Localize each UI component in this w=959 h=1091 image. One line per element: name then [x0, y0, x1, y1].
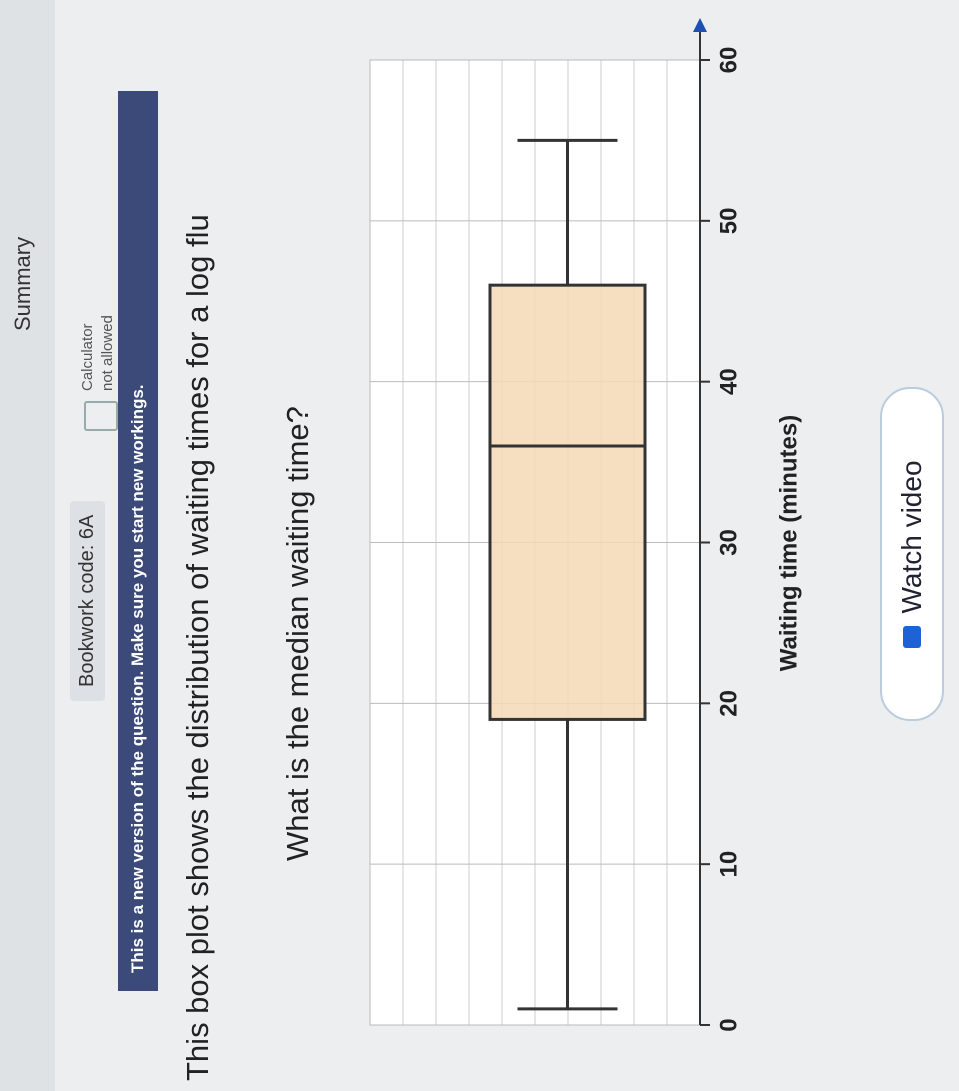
- x-tick-label: 20: [715, 690, 742, 717]
- x-tick-label: 10: [715, 851, 742, 878]
- x-axis-label: Waiting time (minutes): [775, 415, 802, 671]
- button-label[interactable]: Watch video: [896, 460, 927, 614]
- x-tick-label: 0: [715, 1018, 742, 1031]
- x-tick-label: 40: [715, 368, 742, 395]
- watch-video-button[interactable]: Watch video: [880, 387, 944, 721]
- x-tick-label: 30: [715, 529, 742, 556]
- box: [488, 283, 647, 721]
- x-tick-label: 60: [715, 47, 742, 74]
- axis-arrow: [693, 18, 707, 32]
- x-tick-label: 50: [715, 207, 742, 234]
